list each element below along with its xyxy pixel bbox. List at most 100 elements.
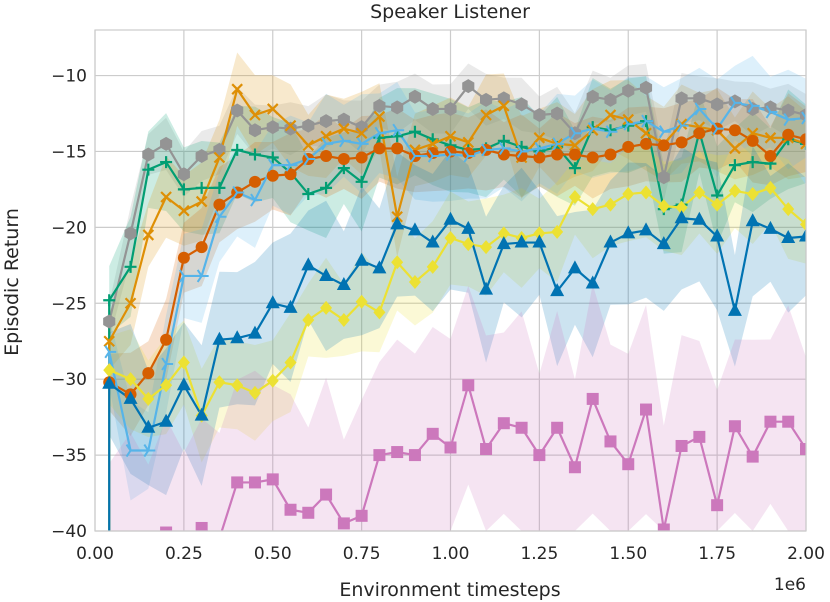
series-marker (337, 112, 350, 127)
series-marker (266, 169, 279, 182)
series-marker (462, 237, 475, 252)
series-marker (266, 151, 279, 164)
series-marker (303, 152, 316, 166)
series-marker (692, 211, 707, 225)
series-marker (727, 302, 742, 316)
series-marker (622, 458, 635, 471)
series-marker (568, 162, 581, 175)
series-marker (782, 202, 795, 217)
chart-title: Speaker Listener (370, 1, 530, 23)
series-marker (231, 103, 244, 118)
x-tick-label: 0.00 (76, 544, 114, 564)
series-marker (567, 260, 582, 274)
series-marker (657, 199, 670, 214)
series-marker (372, 260, 387, 274)
series-marker (159, 413, 174, 427)
series-marker (231, 378, 244, 393)
series-marker (160, 526, 173, 531)
series-marker (391, 130, 404, 143)
series-marker (212, 331, 227, 345)
series-marker (267, 158, 280, 172)
series-marker (480, 240, 493, 255)
series-marker (231, 476, 244, 489)
series-marker (801, 111, 806, 125)
series-marker (425, 234, 440, 248)
series-marker (319, 267, 334, 281)
series-marker (533, 449, 546, 462)
series-marker (103, 335, 115, 348)
series-marker (230, 330, 245, 344)
series-marker (160, 378, 173, 393)
series-marker (143, 443, 156, 458)
series-marker (712, 122, 725, 136)
series-marker (177, 183, 190, 196)
series-marker (355, 127, 368, 140)
series-marker (568, 148, 581, 161)
series-marker (320, 181, 333, 194)
series-marker (497, 148, 510, 161)
y-tick-label: −10 (51, 67, 87, 87)
x-tick-label: 1.00 (432, 544, 470, 564)
series-marker (195, 149, 208, 164)
series-marker (551, 106, 564, 121)
series-marker (551, 421, 564, 434)
series-marker (103, 314, 116, 329)
series-marker (373, 98, 386, 113)
x-axis-scale-label: 1e6 (774, 575, 806, 595)
series-marker (338, 122, 350, 135)
series-marker (605, 125, 618, 139)
x-tick-label: 0.25 (165, 544, 203, 564)
series-marker (603, 234, 618, 248)
series-marker (710, 228, 725, 242)
series-marker (231, 83, 243, 95)
x-axis-label: Environment timesteps (339, 579, 560, 601)
series-marker (586, 89, 599, 104)
series-marker (497, 226, 510, 241)
series-marker (675, 136, 688, 149)
series-marker (248, 476, 261, 489)
series-marker (125, 543, 137, 555)
series-marker (656, 236, 671, 250)
series-marker (302, 187, 315, 200)
series-marker (693, 91, 706, 106)
series-marker (213, 198, 226, 211)
series-marker (249, 109, 261, 121)
series-marker (374, 126, 387, 140)
series-marker (410, 149, 422, 163)
series-marker (321, 137, 334, 151)
series-marker (408, 449, 421, 462)
series-marker (248, 385, 261, 400)
series-marker (195, 521, 208, 531)
series-marker (320, 488, 333, 501)
series-marker (765, 105, 778, 119)
series-marker (746, 186, 759, 201)
series-marker (640, 127, 652, 140)
series-marker (675, 91, 688, 106)
series-marker (623, 117, 636, 131)
series-marker (569, 139, 581, 152)
series-marker (355, 509, 368, 522)
series-marker (781, 229, 796, 243)
series-marker (160, 156, 173, 169)
series-marker (179, 269, 191, 283)
series-marker (124, 260, 137, 273)
series-marker (178, 204, 190, 217)
series-marker (103, 363, 116, 378)
series-marker (533, 226, 546, 241)
series-marker (104, 345, 117, 359)
series-marker (639, 222, 654, 236)
series-marker (461, 220, 476, 234)
series-marker (444, 101, 457, 116)
series-marker (694, 102, 707, 116)
series-marker (498, 100, 510, 112)
series-marker (355, 151, 368, 164)
series-marker (533, 108, 546, 123)
series-marker (266, 120, 279, 135)
series-marker (195, 241, 208, 254)
series-marker (764, 150, 777, 163)
series-marker (800, 137, 806, 150)
x-tick-label: 1.25 (520, 544, 558, 564)
series-marker (125, 443, 138, 458)
series-marker (160, 333, 173, 346)
series-marker (515, 421, 528, 434)
